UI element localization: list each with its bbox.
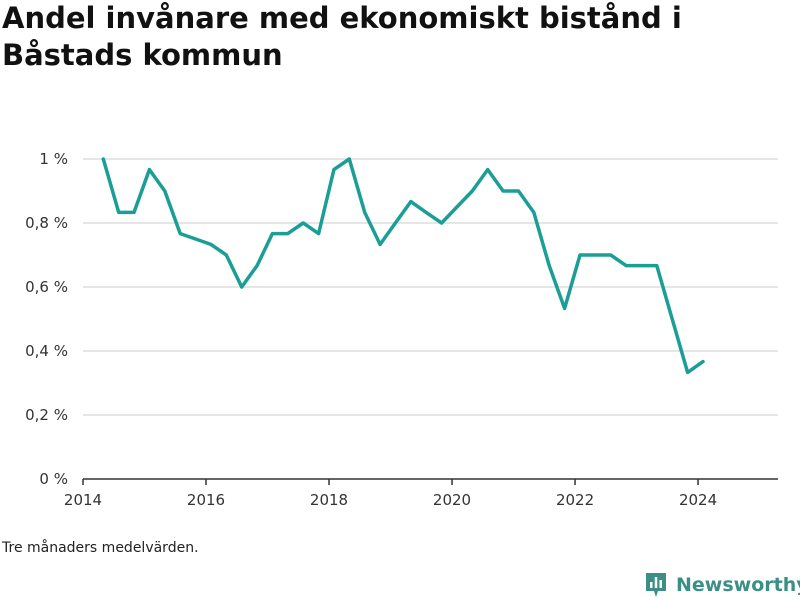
x-tick-label: 2018 xyxy=(310,491,348,509)
data-point xyxy=(332,168,336,172)
data-point xyxy=(163,189,167,193)
data-point xyxy=(563,306,567,310)
data-point xyxy=(470,189,474,193)
data-point xyxy=(516,189,520,193)
data-point xyxy=(639,264,643,268)
data-point xyxy=(240,285,244,289)
data-point xyxy=(532,210,536,214)
x-axis-labels: 2014 2016 2018 2020 2022 2024 xyxy=(64,491,717,509)
data-point xyxy=(194,237,198,241)
data-point xyxy=(409,200,413,204)
data-point xyxy=(624,264,628,268)
data-point xyxy=(440,221,444,225)
data-point xyxy=(670,317,674,321)
data-point xyxy=(363,210,367,214)
y-tick-label: 0,8 % xyxy=(25,214,68,232)
brand-name: Newsworthy xyxy=(676,574,800,596)
data-point xyxy=(501,189,505,193)
data-point xyxy=(655,264,659,268)
data-point xyxy=(301,221,305,225)
bar-chart-chat-icon xyxy=(646,573,666,597)
data-point xyxy=(286,232,290,236)
data-point xyxy=(378,242,382,246)
series-layer xyxy=(101,157,705,375)
data-point xyxy=(547,264,551,268)
chart-title: Andel invånare med ekonomiskt bistånd i … xyxy=(2,1,682,72)
x-tick-label: 2024 xyxy=(679,491,717,509)
x-tick-label: 2020 xyxy=(433,491,471,509)
data-point xyxy=(178,232,182,236)
data-point xyxy=(101,157,105,161)
data-point xyxy=(609,253,613,257)
x-tick-label: 2014 xyxy=(64,491,102,509)
data-point xyxy=(147,168,151,172)
gridlines xyxy=(83,158,778,416)
data-point xyxy=(209,242,213,246)
y-axis-labels: 0 % 0,2 % 0,4 % 0,6 % 0,8 % 1 % xyxy=(25,150,68,488)
data-point xyxy=(132,210,136,214)
data-point xyxy=(424,210,428,214)
footnote: Tre månaders medelvärden. xyxy=(2,540,199,556)
x-axis xyxy=(82,478,778,485)
y-tick-label: 0,4 % xyxy=(25,342,68,360)
data-point xyxy=(347,157,351,161)
data-point xyxy=(393,221,397,225)
data-point xyxy=(593,253,597,257)
data-point xyxy=(270,232,274,236)
data-point xyxy=(578,253,582,257)
x-tick-label: 2016 xyxy=(187,491,225,509)
data-point xyxy=(686,370,690,374)
data-point xyxy=(486,168,490,172)
y-tick-label: 0,6 % xyxy=(25,278,68,296)
data-point xyxy=(255,264,259,268)
y-tick-label: 0 % xyxy=(39,470,68,488)
y-tick-label: 1 % xyxy=(39,150,68,168)
brand-logo-link[interactable]: Newsworthy xyxy=(644,570,800,600)
y-tick-label: 0,2 % xyxy=(25,406,68,424)
data-point xyxy=(455,205,459,209)
data-point xyxy=(224,253,228,257)
data-point xyxy=(701,360,705,364)
x-tick-label: 2022 xyxy=(556,491,594,509)
data-point xyxy=(317,232,321,236)
data-point xyxy=(117,210,121,214)
series-line xyxy=(101,157,705,375)
